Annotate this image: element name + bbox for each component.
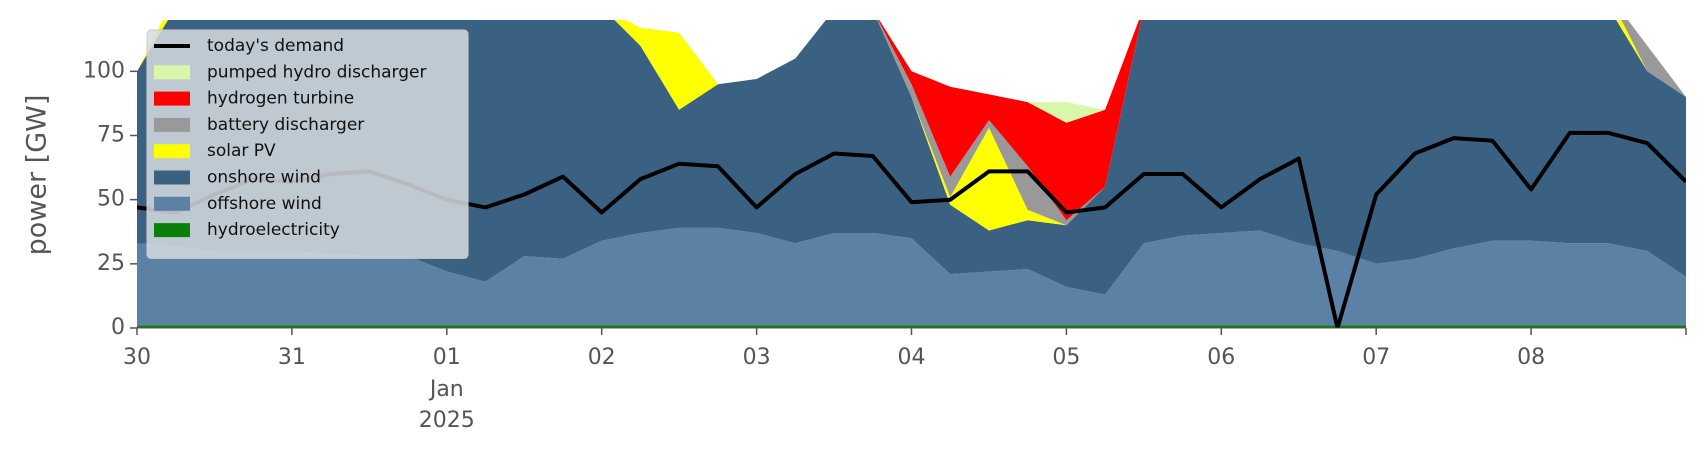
y-tick-label: 75 (97, 123, 125, 148)
x-tick-label: 04 (898, 345, 926, 370)
plot-area (137, 20, 1686, 328)
legend-label: onshore wind (207, 168, 321, 188)
legend-label: offshore wind (207, 194, 322, 214)
x-sublabel: Jan (428, 377, 464, 402)
y-tick-label: 25 (97, 251, 125, 276)
x-tick-label: 03 (743, 345, 771, 370)
x-tick-label: 31 (278, 345, 306, 370)
legend-label: battery discharger (207, 115, 364, 135)
legend-label: today's demand (207, 36, 344, 56)
legend-label: hydroelectricity (207, 220, 340, 240)
legend-marker (154, 196, 190, 211)
y-tick-label: 100 (83, 58, 125, 83)
legend-box (146, 29, 469, 259)
x-tick-label: 07 (1362, 345, 1390, 370)
x-tick-label: 06 (1207, 345, 1235, 370)
legend-label: pumped hydro discharger (207, 62, 426, 82)
y-axis-label: power [GW] (22, 95, 53, 256)
y-tick-label: 0 (111, 315, 125, 340)
legend: today's demand pumped hydro discharger hyd… (146, 29, 469, 259)
y-tick-label: 50 (97, 187, 125, 212)
area-7 (137, 325, 1686, 328)
area-6 (137, 227, 1686, 326)
legend-marker (154, 65, 190, 80)
legend-marker (154, 144, 190, 159)
x-tick-label: 30 (123, 345, 151, 370)
x-sublabel: 2025 (419, 408, 475, 433)
area-5 (137, 20, 1686, 295)
legend-marker (154, 91, 190, 106)
legend-label: solar PV (207, 141, 276, 161)
legend-marker (154, 170, 190, 185)
x-tick-label: 02 (588, 345, 616, 370)
x-tick-label: 01 (433, 345, 461, 370)
legend-marker (154, 223, 190, 238)
x-tick-label: 08 (1517, 345, 1545, 370)
legend-label: hydrogen turbine (207, 89, 354, 109)
legend-marker (154, 117, 190, 132)
x-tick-label: 05 (1052, 345, 1080, 370)
